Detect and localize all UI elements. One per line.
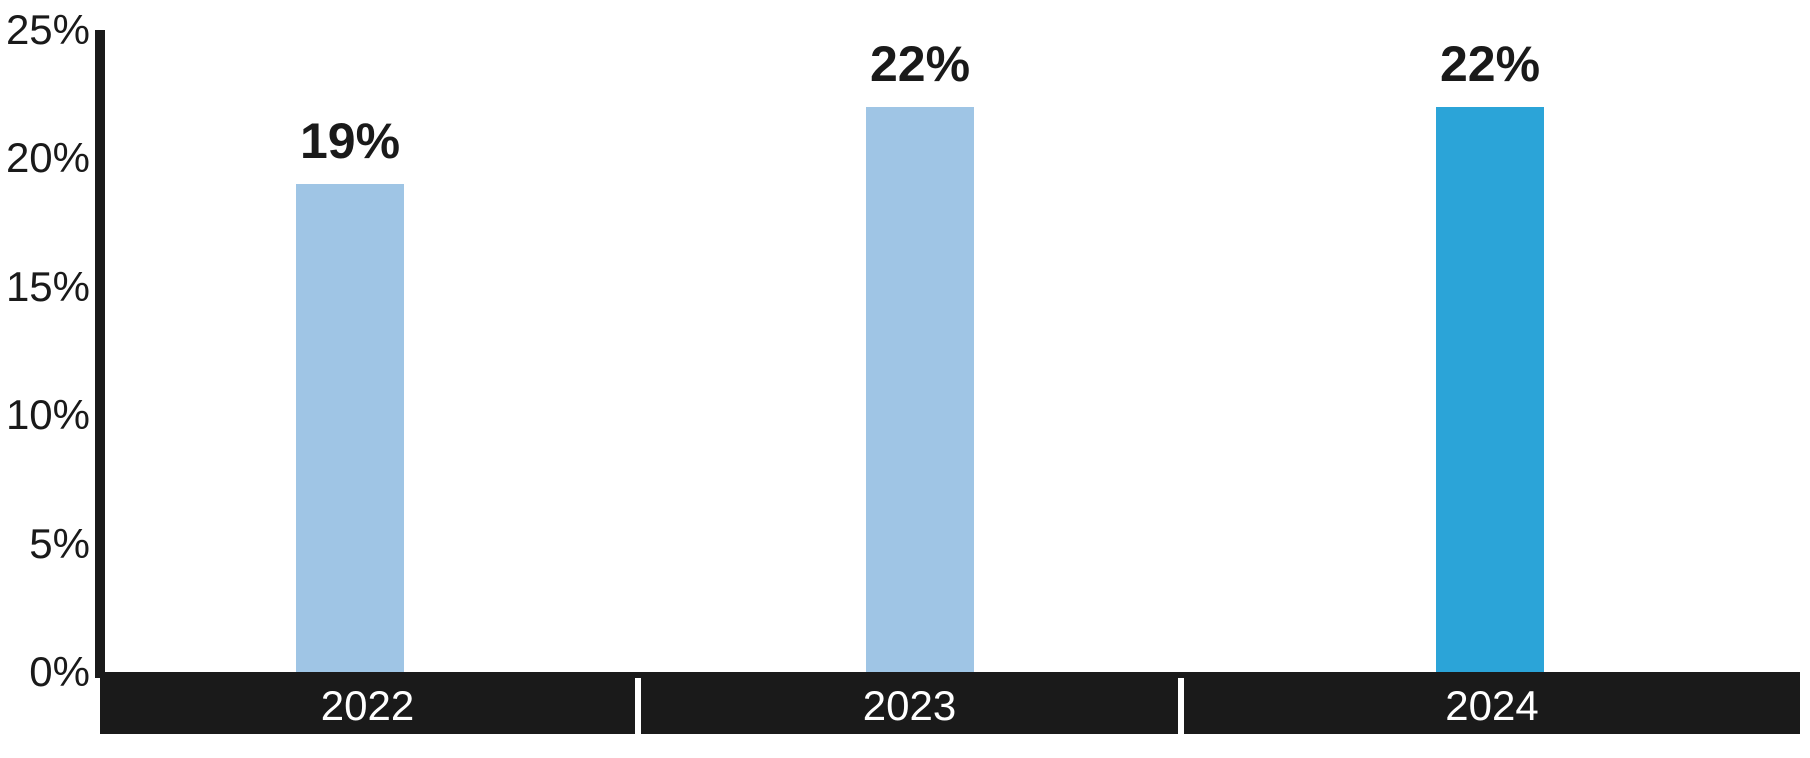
category-label: 2023: [863, 682, 956, 730]
bar-chart: 0% 5% 10% 15% 20% 25% 19% 22% 22% 2022 2023 2024: [0, 0, 1810, 758]
category-axis-bar: 2022 2023 2024: [100, 678, 1800, 734]
bar: [866, 107, 974, 672]
bar-value-label: 22%: [870, 35, 970, 93]
bar: [1436, 107, 1544, 672]
y-tick-label: 5%: [29, 520, 90, 568]
y-tick-label: 0%: [29, 648, 90, 696]
y-axis-line: [95, 30, 105, 678]
y-tick-label: 20%: [6, 134, 90, 182]
category-label: 2024: [1445, 682, 1538, 730]
bar-value-label: 22%: [1440, 35, 1540, 93]
y-tick-label: 10%: [6, 391, 90, 439]
category-divider: [1178, 678, 1184, 734]
bar-value-label: 19%: [300, 112, 400, 170]
category-divider: [635, 678, 641, 734]
bar: [296, 184, 404, 672]
y-tick-label: 15%: [6, 263, 90, 311]
category-label: 2022: [321, 682, 414, 730]
y-tick-label: 25%: [6, 6, 90, 54]
